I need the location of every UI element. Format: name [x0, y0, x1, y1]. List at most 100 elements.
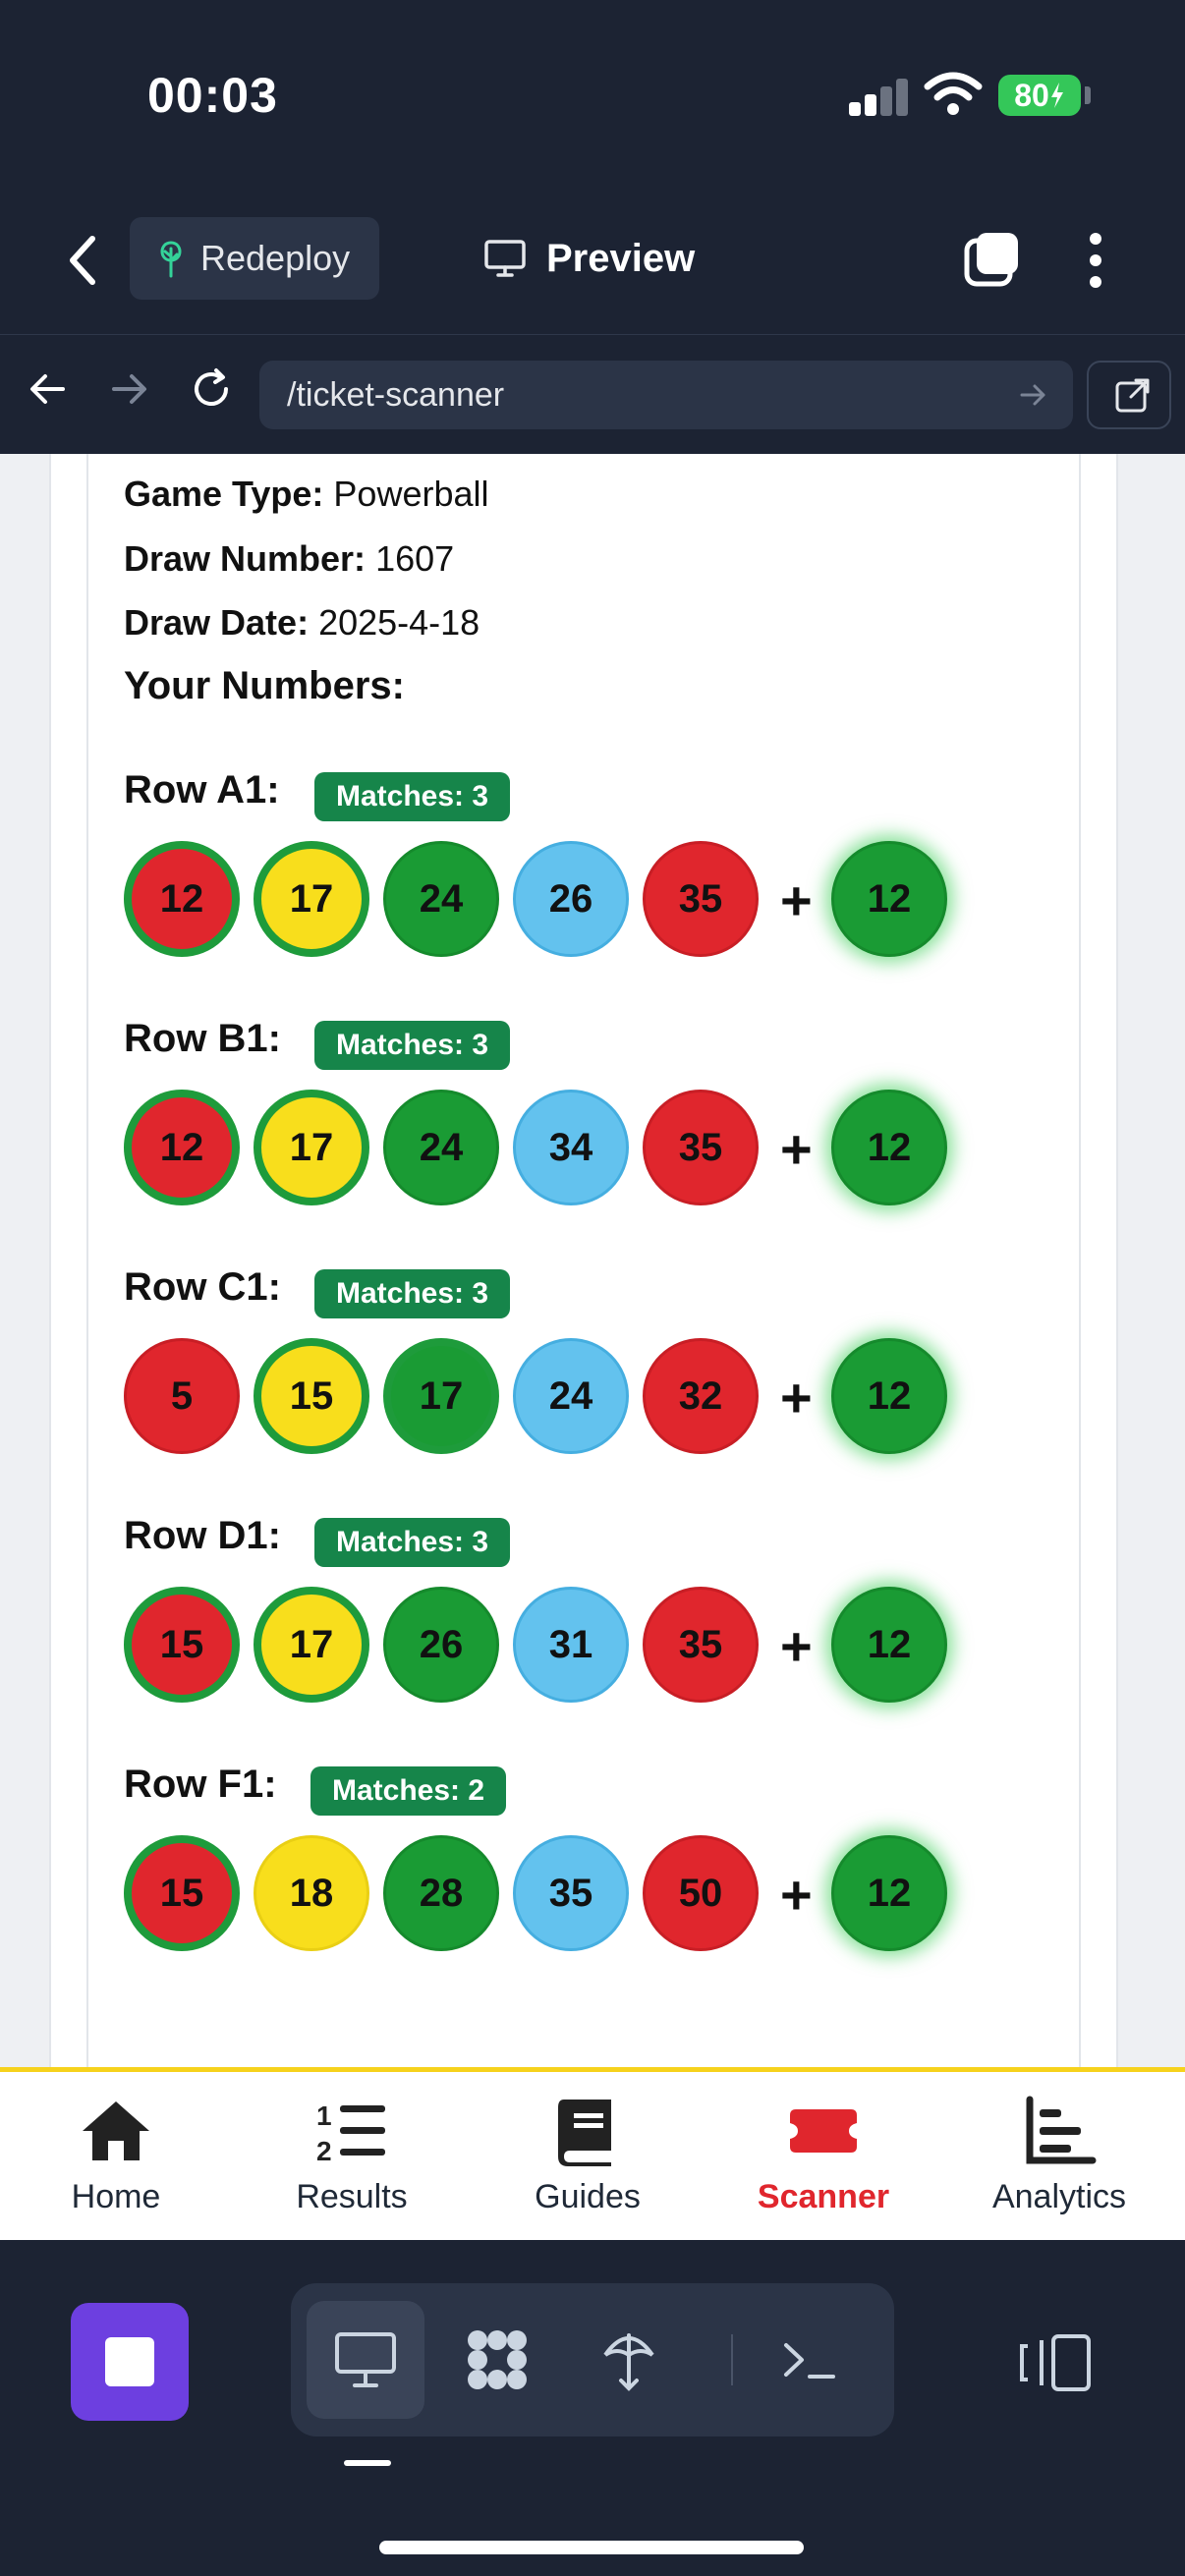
bar-chart-icon — [1026, 2096, 1097, 2164]
app-toolbar: Redeploy Preview — [0, 192, 1185, 334]
go-arrow-icon[interactable] — [1016, 378, 1049, 412]
panel-toggle-icon[interactable] — [1018, 2332, 1093, 2393]
browser-forward-icon[interactable] — [104, 364, 153, 414]
more-vertical-icon[interactable] — [1081, 229, 1110, 292]
number-ball: 17 — [254, 1587, 369, 1703]
number-ball: 35 — [643, 1587, 759, 1703]
number-ball: 5 — [124, 1338, 240, 1454]
powerball-plus: + — [780, 869, 813, 931]
wifi-icon — [924, 72, 983, 115]
nav-analytics[interactable]: Analytics — [951, 2096, 1167, 2216]
svg-text:1: 1 — [316, 2100, 332, 2131]
tree-icon — [160, 241, 182, 278]
ticket-scanner-page: Game Type: Powerball Draw Number: 1607 D… — [0, 454, 1185, 2070]
row-label: Row F1: — [124, 1763, 277, 1806]
powerball-plus: + — [780, 1864, 813, 1926]
powerball-ball: 12 — [831, 1338, 947, 1454]
deploy-icon — [603, 2333, 654, 2391]
open-external-button[interactable] — [1087, 361, 1171, 429]
home-indicator — [379, 2541, 804, 2554]
row-label: Row B1: — [124, 1017, 281, 1060]
nav-analytics-label: Analytics — [991, 2178, 1127, 2215]
url-input[interactable]: /ticket-scanner — [259, 361, 1073, 429]
game-type-label: Game Type: — [124, 474, 324, 514]
back-chevron-icon[interactable] — [61, 229, 104, 292]
book-icon — [558, 2100, 611, 2166]
number-ball: 35 — [513, 1835, 629, 1951]
list-icon: 1 2 — [316, 2100, 385, 2166]
number-ball: 24 — [383, 841, 499, 957]
number-row: 12 17 24 26 35 +12 — [124, 841, 969, 957]
nav-scanner[interactable]: Scanner — [715, 2096, 931, 2216]
dev-tool-dock — [0, 2240, 1185, 2576]
number-ball: 12 — [124, 1090, 240, 1205]
bottom-nav: Home 1 2 Results Guides Scanner — [0, 2067, 1185, 2240]
dock-workspace[interactable] — [438, 2301, 556, 2419]
preview-label: Preview — [546, 236, 696, 280]
row-label: Row C1: — [124, 1265, 281, 1309]
dock-terminal[interactable] — [751, 2301, 869, 2419]
terminal-icon — [784, 2343, 835, 2379]
number-ball: 15 — [254, 1338, 369, 1454]
dock-tools — [291, 2283, 894, 2436]
matches-badge: Matches: 3 — [314, 1021, 511, 1070]
nav-results-label: Results — [296, 2178, 408, 2215]
number-ball: 31 — [513, 1587, 629, 1703]
matches-badge: Matches: 3 — [314, 1269, 511, 1318]
home-icon — [83, 2101, 149, 2160]
nav-guides[interactable]: Guides — [480, 2096, 696, 2216]
number-ball: 12 — [124, 841, 240, 957]
tabs-icon[interactable] — [963, 229, 1022, 288]
nav-guides-label: Guides — [535, 2178, 641, 2215]
powerball-plus: + — [780, 1367, 813, 1428]
powerball-ball: 12 — [831, 1587, 947, 1703]
number-row: 15 18 28 35 50 +12 — [124, 1835, 969, 1951]
powerball-plus: + — [780, 1615, 813, 1677]
redeploy-label: Redeploy — [200, 238, 351, 278]
nav-results[interactable]: 1 2 Results — [244, 2096, 460, 2216]
battery-tip — [1085, 86, 1091, 104]
dock-deploy[interactable] — [570, 2301, 688, 2419]
grid-blobs-icon — [468, 2330, 527, 2389]
ticket-card — [86, 454, 1081, 2070]
number-ball: 34 — [513, 1090, 629, 1205]
matches-badge: Matches: 3 — [314, 772, 511, 821]
number-ball: 35 — [643, 1090, 759, 1205]
cellular-signal-icon — [849, 79, 908, 116]
redeploy-button[interactable]: Redeploy — [130, 217, 379, 300]
number-ball: 26 — [513, 841, 629, 957]
number-ball: 18 — [254, 1835, 369, 1951]
dock-preview[interactable] — [307, 2301, 424, 2419]
preview-button[interactable]: Preview — [483, 227, 695, 290]
monitor-icon — [484, 240, 526, 277]
number-ball: 15 — [124, 1587, 240, 1703]
stop-icon — [105, 2337, 154, 2386]
row-label: Row D1: — [124, 1514, 281, 1557]
reload-icon[interactable] — [187, 364, 236, 414]
nav-home[interactable]: Home — [8, 2096, 224, 2216]
clock: 00:03 — [147, 68, 278, 123]
battery-level: 80 — [1014, 77, 1049, 113]
number-ball: 32 — [643, 1338, 759, 1454]
number-row: 15 17 26 31 35 +12 — [124, 1587, 969, 1703]
your-numbers-heading: Your Numbers: — [124, 664, 405, 707]
powerball-plus: + — [780, 1118, 813, 1180]
matches-badge: Matches: 3 — [314, 1518, 511, 1567]
stop-button[interactable] — [71, 2303, 189, 2421]
powerball-ball: 12 — [831, 1090, 947, 1205]
browser-back-icon[interactable] — [24, 364, 73, 414]
external-link-icon — [1115, 378, 1150, 413]
number-ball: 17 — [254, 1090, 369, 1205]
powerball-ball: 12 — [831, 1835, 947, 1951]
battery-indicator: 80 — [998, 75, 1081, 116]
draw-date-line: Draw Date: 2025-4-18 — [124, 602, 480, 644]
number-row: 5 15 17 24 32 +12 — [124, 1338, 969, 1454]
draw-number-line: Draw Number: 1607 — [124, 538, 454, 580]
active-tool-indicator — [344, 2460, 391, 2466]
draw-number-label: Draw Number: — [124, 538, 367, 579]
status-bar: 00:03 80 — [0, 0, 1185, 192]
powerball-ball: 12 — [831, 841, 947, 957]
charging-bolt-icon — [1050, 83, 1063, 108]
draw-date-label: Draw Date: — [124, 602, 310, 643]
draw-date-value: 2025-4-18 — [318, 602, 480, 643]
